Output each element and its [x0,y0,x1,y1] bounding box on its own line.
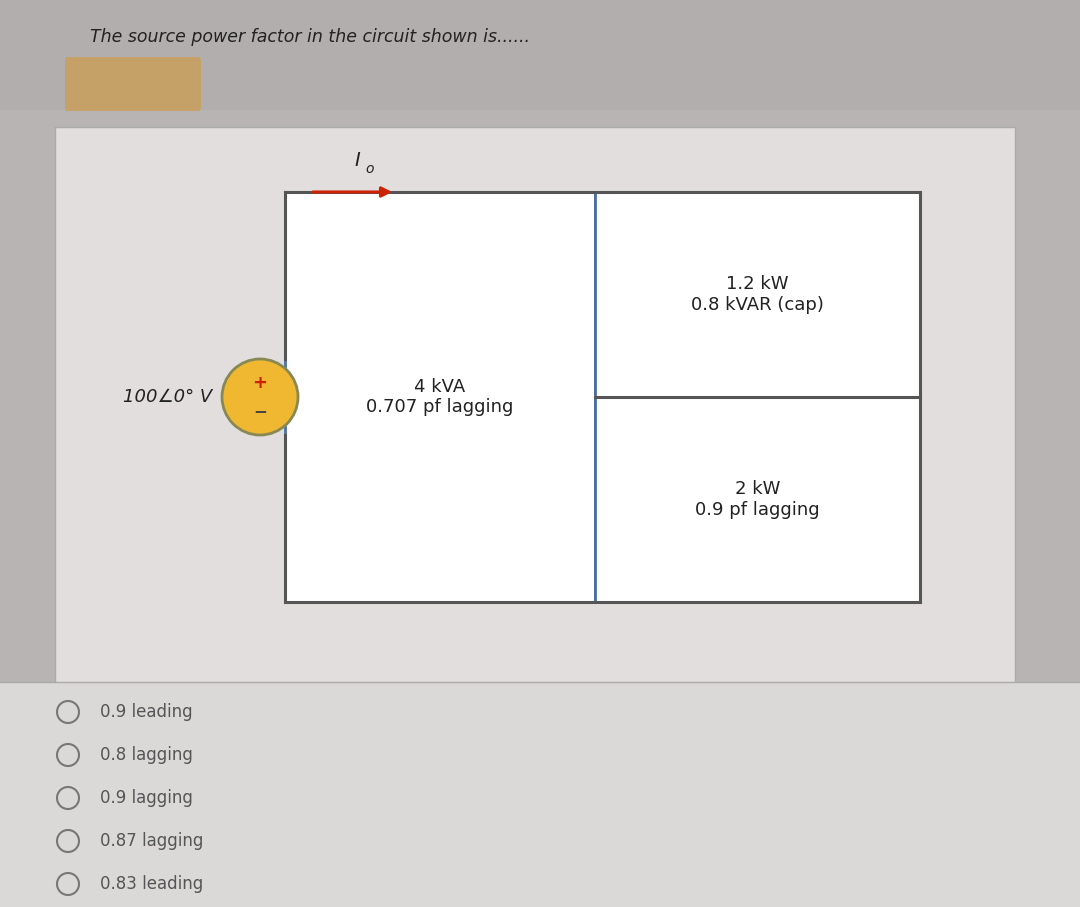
Bar [0,682,1080,907]
Text: I: I [354,151,360,170]
Bar [595,192,920,397]
FancyBboxPatch shape [65,57,201,111]
Text: o: o [366,162,375,176]
Text: 0.9 leading: 0.9 leading [100,703,192,721]
Text: 0.87 lagging: 0.87 lagging [100,832,203,850]
Text: 0.8 lagging: 0.8 lagging [100,746,193,764]
Text: 100∠0° V: 100∠0° V [123,388,212,406]
Circle shape [222,359,298,435]
Bar [595,397,920,602]
Bar [285,192,595,602]
Bar [55,127,1015,692]
Text: 2 kW
0.9 pf lagging: 2 kW 0.9 pf lagging [696,480,820,519]
Text: 4 kVA
0.707 pf lagging: 4 kVA 0.707 pf lagging [366,377,514,416]
Bar [0,0,1080,110]
Text: The source power factor in the circuit shown is......: The source power factor in the circuit s… [90,28,530,46]
Text: +: + [253,374,268,392]
Text: −: − [253,402,267,420]
Text: 0.9 lagging: 0.9 lagging [100,789,193,807]
Text: 1.2 kW
0.8 kVAR (cap): 1.2 kW 0.8 kVAR (cap) [691,275,824,314]
Text: 0.83 leading: 0.83 leading [100,875,203,893]
